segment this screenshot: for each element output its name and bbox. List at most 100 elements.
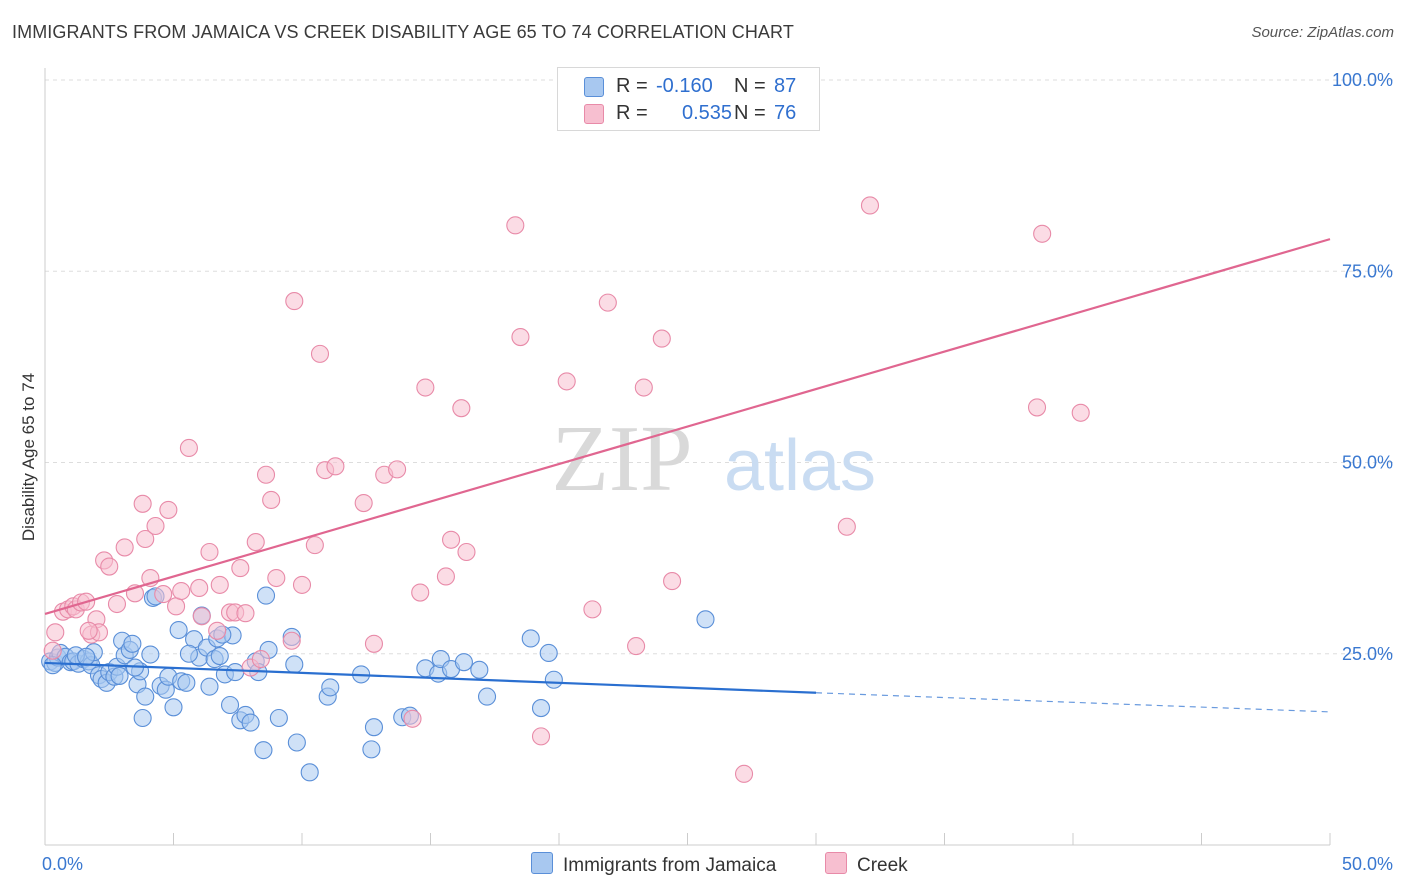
data-point [287, 733, 306, 752]
data-point [210, 575, 229, 594]
data-point [477, 687, 497, 706]
data-point [531, 727, 551, 746]
trend-lines [44, 238, 1331, 713]
data-point [544, 670, 563, 689]
data-point [136, 687, 155, 706]
data-point [411, 583, 430, 602]
data-point [107, 594, 127, 614]
data-point [364, 634, 384, 653]
legend: R = -0.160 N = 87 R = 0.535 N = 76 [557, 67, 820, 131]
data-point [521, 629, 540, 648]
data-point [46, 623, 65, 642]
bottom-legend-swatch-creek [825, 852, 847, 874]
data-point [354, 493, 373, 513]
data-point [141, 645, 160, 664]
data-point [226, 663, 245, 682]
data-point [169, 620, 188, 640]
y-tick-label: 50.0% [1342, 453, 1393, 473]
legend-r-label: R = [616, 102, 648, 124]
data-point [1071, 403, 1090, 422]
data-point [860, 196, 880, 215]
x-tick-label: 0.0% [42, 854, 83, 874]
data-point [388, 460, 407, 479]
y-tick-label: 75.0% [1342, 261, 1393, 281]
data-point [436, 567, 455, 586]
data-point [154, 585, 173, 604]
watermark: ZIP atlas [552, 407, 877, 511]
data-point [1027, 398, 1047, 417]
legend-n-value-creek: 76 [774, 102, 797, 124]
legend-swatch-jamaica [584, 77, 604, 97]
data-point [506, 216, 525, 235]
bottom-legend-swatch-jamaica [531, 852, 553, 874]
legend-n-label: N = [734, 75, 766, 97]
axes [44, 68, 1331, 846]
bottom-legend-jamaica: Immigrants from Jamaica [531, 852, 776, 877]
data-point [734, 764, 754, 783]
data-point [77, 647, 96, 666]
data-point [200, 542, 219, 562]
data-point [305, 536, 324, 555]
data-point [190, 578, 209, 598]
legend-n-label: N = [734, 102, 766, 124]
data-point [269, 708, 288, 728]
data-point [210, 646, 229, 666]
data-point [208, 621, 227, 640]
legend-r-value-jamaica: -0.160 [656, 75, 713, 97]
data-point [167, 597, 186, 616]
data-point [159, 500, 178, 519]
data-point [220, 695, 240, 715]
legend-r-label: R = [616, 75, 648, 97]
data-point [663, 572, 682, 591]
data-point [262, 490, 281, 510]
data-point [164, 698, 183, 717]
data-point [321, 678, 340, 697]
data-point [696, 610, 715, 629]
data-point [267, 568, 286, 588]
data-point [326, 457, 345, 476]
data-point [531, 699, 551, 718]
chart-source: Source: ZipAtlas.com [1251, 24, 1394, 41]
data-point [43, 641, 62, 660]
x-tick-label: 50.0% [1342, 854, 1393, 874]
data-point [598, 293, 617, 312]
data-point [652, 329, 671, 348]
tick-labels: 25.0% 50.0% 75.0% 100.0% 0.0% 50.0% [42, 70, 1393, 874]
data-point [627, 637, 646, 656]
data-point [256, 586, 276, 605]
legend-swatch-creek [584, 104, 604, 124]
data-point [200, 677, 219, 696]
data-point [292, 575, 312, 594]
data-point [583, 600, 602, 619]
data-point [1033, 224, 1052, 243]
y-tick-label: 100.0% [1332, 70, 1393, 90]
data-point [177, 673, 196, 692]
trend-line-extension [815, 692, 1331, 713]
data-point [310, 344, 330, 363]
trend-line [44, 661, 817, 694]
data-point [136, 529, 155, 549]
data-point [300, 763, 319, 782]
bottom-legend-label-creek: Creek [857, 855, 908, 876]
data-point [241, 713, 260, 732]
data-point [146, 516, 165, 536]
bottom-legend-label-jamaica: Immigrants from Jamaica [563, 855, 777, 876]
legend-n-value-jamaica: 87 [774, 75, 797, 97]
data-point [457, 542, 476, 562]
data-point [133, 494, 152, 513]
data-point [557, 372, 576, 391]
data-point [133, 708, 152, 728]
data-point [179, 644, 198, 663]
data-point [246, 533, 265, 552]
data-point [416, 378, 435, 397]
legend-r-value-creek: 0.535 [682, 102, 733, 124]
data-point [123, 634, 142, 653]
data-point [511, 327, 530, 347]
data-point [115, 538, 134, 557]
data-point [539, 643, 558, 663]
y-tick-label: 25.0% [1342, 644, 1393, 664]
data-point [110, 666, 129, 685]
data-point [254, 741, 273, 760]
data-point [179, 438, 198, 458]
